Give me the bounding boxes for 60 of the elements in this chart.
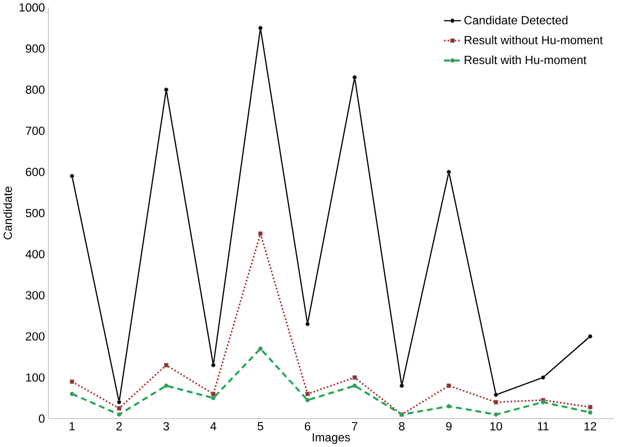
legend-label: Candidate Detected — [464, 16, 568, 24]
point — [588, 404, 592, 410]
point — [352, 383, 357, 388]
point — [494, 392, 498, 397]
y-tick-label: 600 — [26, 168, 45, 176]
point — [446, 404, 452, 408]
y-tick-label: 300 — [26, 291, 45, 300]
point — [588, 410, 592, 415]
point — [494, 412, 498, 417]
y-axis-title: Candidate — [3, 186, 12, 240]
legend-label: Result with Hu-moment — [464, 55, 586, 64]
point — [164, 383, 168, 388]
x-tick-label: 1 — [70, 422, 75, 430]
y-tick-label: 900 — [26, 44, 45, 53]
point — [258, 231, 263, 236]
point — [164, 362, 168, 368]
point — [352, 375, 357, 380]
point — [305, 392, 310, 396]
point — [116, 412, 122, 417]
point — [116, 400, 122, 404]
point — [494, 400, 498, 404]
point — [211, 392, 216, 396]
x-tick-label: 7 — [352, 422, 358, 430]
point — [258, 26, 263, 30]
x-tick-label: 3 — [163, 422, 169, 430]
point — [70, 379, 74, 384]
point — [116, 406, 122, 410]
y-tick-label: 500 — [26, 208, 45, 218]
point — [164, 87, 168, 92]
x-tick-label: 11 — [538, 422, 549, 430]
point — [400, 383, 404, 388]
point — [540, 375, 546, 380]
point — [446, 383, 452, 388]
x-tick-label: 10 — [490, 422, 502, 430]
y-tick-label: 400 — [26, 250, 45, 258]
point — [70, 174, 74, 178]
x-tick-label: 6 — [304, 422, 310, 430]
y-tick-label: 200 — [26, 332, 45, 340]
point — [70, 392, 74, 396]
x-tick-label: 12 — [584, 422, 596, 430]
x-axis-title: Images — [312, 433, 350, 444]
point — [211, 362, 216, 368]
x-tick-label: 9 — [446, 422, 452, 430]
y-tick-label: 0 — [38, 414, 45, 423]
x-tick-label: 2 — [116, 422, 122, 430]
point — [305, 398, 310, 402]
point — [258, 346, 263, 351]
point — [352, 75, 357, 80]
y-tick-label: 1000 — [20, 3, 45, 12]
point — [588, 334, 592, 339]
y-tick-label: 100 — [26, 373, 45, 382]
x-tick-label: 5 — [258, 422, 264, 430]
x-tick-label: 4 — [210, 422, 216, 430]
x-tick-label: 8 — [398, 422, 405, 430]
point — [446, 170, 452, 174]
y-tick-label: 800 — [26, 85, 45, 94]
legend-label: Result without Hu-moment — [464, 36, 603, 44]
point — [305, 322, 310, 326]
y-tick-label: 700 — [26, 126, 45, 135]
point — [211, 396, 216, 400]
